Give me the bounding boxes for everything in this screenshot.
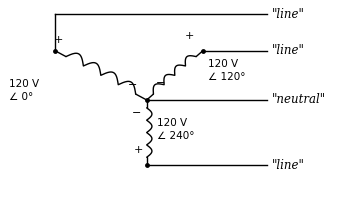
Text: "neutral": "neutral" <box>272 93 326 107</box>
Text: −: − <box>132 108 141 118</box>
Text: +: + <box>54 35 64 45</box>
Text: +: + <box>134 145 143 155</box>
Text: 120 V
∠ 240°: 120 V ∠ 240° <box>156 118 194 141</box>
Text: "line": "line" <box>272 159 305 172</box>
Text: +: + <box>184 31 194 41</box>
Text: −: − <box>156 78 165 88</box>
Text: 120 V
∠ 0°: 120 V ∠ 0° <box>8 79 39 102</box>
Text: "line": "line" <box>272 44 305 57</box>
Text: −: − <box>128 80 138 90</box>
Text: "line": "line" <box>272 8 305 21</box>
Text: 120 V
∠ 120°: 120 V ∠ 120° <box>208 59 245 82</box>
